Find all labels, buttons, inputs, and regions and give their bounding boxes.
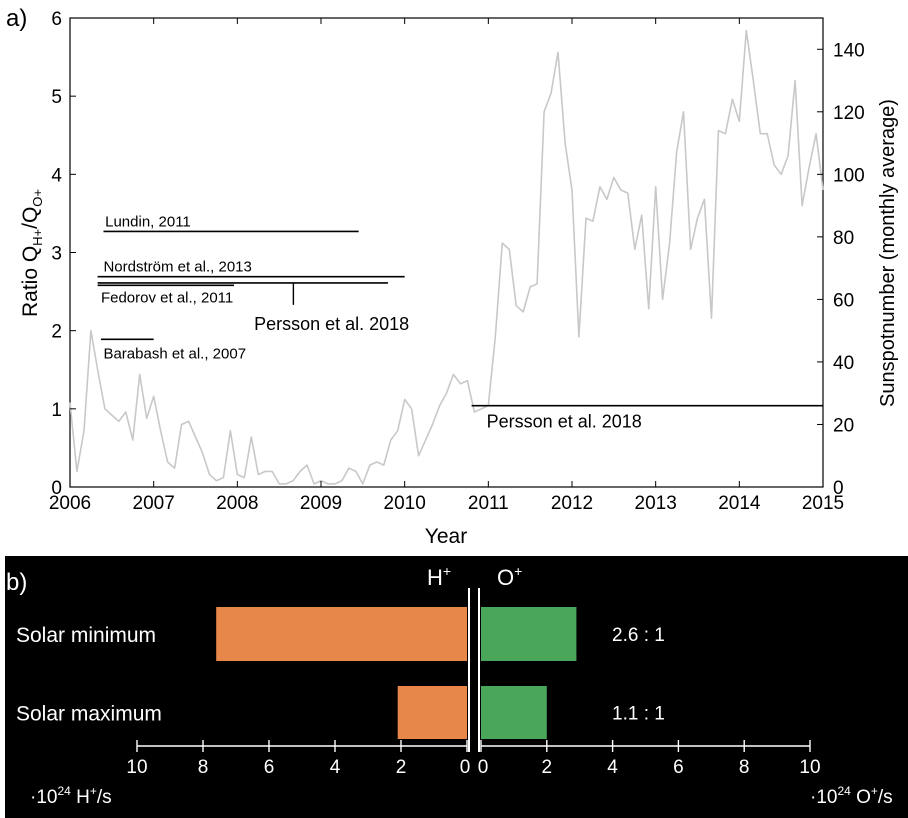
reference-line-3: [97, 282, 388, 305]
h-plus-bar: [397, 686, 467, 739]
y-axis-label-sep: /Q: [19, 207, 42, 229]
y-axis-label-sub1: H+: [30, 229, 45, 246]
o-plus-header: O+: [497, 563, 522, 590]
y-axis-left: 0 1 2 3 4 5 6: [51, 9, 76, 499]
x-tick-label: 2012: [551, 493, 593, 514]
y-tick-label: 3: [51, 244, 62, 265]
x-tick-label: 2009: [300, 493, 342, 514]
ratio-label: 1.1 : 1: [612, 704, 665, 725]
bars: 2.6 : 1 1.1 : 1: [216, 588, 665, 752]
o-plus-bar: [481, 686, 547, 739]
reference-line-label: Barabash et al., 2007: [103, 345, 246, 362]
y-tick-label: 4: [51, 165, 62, 186]
right-tick-label: 6: [673, 757, 684, 778]
x-axis-label: Year: [425, 525, 467, 548]
y-axis-right: 0 20 40 60 80 100 120 140: [817, 40, 865, 499]
h-plus-header: H+: [427, 563, 451, 590]
category-label: Solar minimum: [16, 624, 156, 647]
sunspot-series: [69, 29, 824, 485]
right-tick-label: 4: [607, 757, 618, 778]
y-axis-label: Ratio QH+/QO+: [19, 189, 45, 317]
category-label: Solar maximum: [16, 703, 162, 726]
x-tick-label: 2006: [49, 493, 91, 514]
y-tick-label: 5: [51, 87, 62, 108]
panel-b-label: b): [6, 569, 27, 596]
bottom-axis: 10 8 6 4 2 0 0 2 4 6 8 10: [126, 740, 821, 778]
reference-line-label: Lundin, 2011: [105, 213, 191, 230]
left-tick-label: 2: [396, 757, 407, 778]
x-tick-label: 2011: [468, 493, 509, 514]
left-tick-label: 10: [126, 757, 147, 778]
left-unit-label: ·1024 H+/s: [30, 784, 112, 808]
y-axis-label-main: Ratio Q: [19, 246, 42, 317]
sunspot-line: [69, 29, 824, 485]
left-tick-label: 8: [198, 757, 209, 778]
panel-b: b) H+ O+ 2.6 : 11.1 : 1 Solar minimumSol…: [5, 556, 908, 818]
reference-line-label: Nordström et al., 2013: [103, 259, 251, 276]
ratio-label: 2.6 : 1: [612, 625, 665, 646]
y2-tick-label: 140: [833, 40, 865, 61]
reference-line-label: Persson et al. 2018: [254, 314, 409, 334]
y2-tick-label: 100: [833, 165, 865, 186]
x-tick-label: 2007: [133, 493, 175, 514]
reference-lines: Lundin, 2011 Nordström et al., 2013 Fedoro…: [97, 213, 823, 432]
x-tick-label: 2010: [384, 493, 426, 514]
y2-tick-label: 20: [833, 415, 854, 436]
y2-tick-label: 80: [833, 228, 854, 249]
x-axis: 2006 2007 2008 2009 2010 2011 2012 2013 2014 2015: [49, 18, 844, 514]
panel-a: a) Lundin, 2011 Nordström et al., 2013 Fed…: [6, 5, 899, 548]
x-tick-label: 2015: [802, 493, 844, 514]
y2-axis-label: Sunspotnumber (monthly average): [877, 99, 899, 407]
y-tick-label: 1: [51, 400, 62, 421]
y2-tick-label: 0: [833, 478, 844, 499]
right-unit-label: ·1024 O+/s: [810, 784, 893, 808]
y-axis-label-sub2: O+: [30, 189, 45, 207]
reference-line-label: Fedorov et al., 2011: [101, 289, 233, 306]
right-tick-label: 10: [799, 757, 820, 778]
right-tick-label: 0: [478, 757, 489, 778]
o-plus-bar: [481, 607, 577, 661]
left-tick-label: 0: [460, 757, 471, 778]
y2-tick-label: 40: [833, 353, 854, 374]
x-tick-label: 2014: [718, 493, 761, 514]
y-tick-label: 2: [51, 322, 62, 343]
right-tick-label: 8: [739, 757, 750, 778]
plot-frame: [69, 17, 824, 488]
y-tick-label: 6: [51, 9, 62, 30]
right-tick-label: 2: [542, 757, 553, 778]
y2-tick-label: 120: [833, 103, 865, 124]
reference-line-label: Persson et al. 2018: [487, 412, 642, 432]
y-tick-label: 0: [51, 478, 62, 499]
panel-a-label: a): [6, 5, 27, 32]
y2-tick-label: 60: [833, 290, 854, 311]
x-tick-label: 2013: [635, 493, 677, 514]
left-tick-label: 4: [330, 757, 341, 778]
left-tick-label: 6: [264, 757, 275, 778]
h-plus-bar: [216, 607, 467, 661]
x-tick-label: 2008: [216, 493, 258, 514]
category-labels: Solar minimum Solar maximum: [16, 624, 162, 726]
